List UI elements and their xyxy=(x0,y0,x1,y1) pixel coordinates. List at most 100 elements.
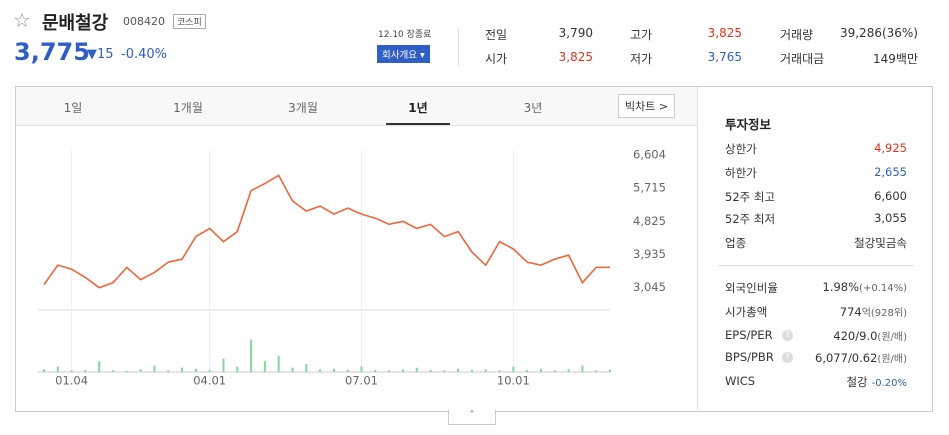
info-title: 투자정보 xyxy=(725,117,772,132)
info-label: 상한가 xyxy=(725,142,757,156)
tab[interactable]: 3개월 xyxy=(288,101,318,115)
volume-bar xyxy=(429,369,432,372)
info-suffix: (+0.14%) xyxy=(859,283,907,294)
tab[interactable]: 3년 xyxy=(523,101,543,115)
info-label: 52주 최고 xyxy=(725,190,776,204)
info-suffix: (원/배) xyxy=(877,354,907,365)
volume-bar xyxy=(360,366,363,372)
stat-label: 저가 xyxy=(630,52,653,66)
volume-bar xyxy=(443,370,446,372)
y-tick-label: 6,604 xyxy=(633,148,666,162)
info-value: 4,925 xyxy=(874,141,907,155)
volume-bar xyxy=(139,369,142,372)
info-label: 외국인비율 xyxy=(725,281,778,295)
volume-bar xyxy=(498,370,501,372)
volume-bar xyxy=(153,365,156,372)
volume-bar xyxy=(553,370,556,372)
info-value-group: 3,055 xyxy=(757,211,907,225)
tab[interactable]: 1개월 xyxy=(173,101,203,115)
info-value: 2,655 xyxy=(874,165,907,179)
volume-bar xyxy=(194,368,197,372)
big-chart-button[interactable]: 빅차트 > xyxy=(618,94,676,118)
change: ▼15 xyxy=(87,47,114,62)
info-value-group: 1.98%(+0.14%) xyxy=(757,280,908,294)
divider xyxy=(458,28,459,66)
info-value-group: 6,077/0.62(원/배) xyxy=(757,350,907,365)
volume-bar xyxy=(609,369,611,372)
stat-label: 고가 xyxy=(630,28,653,42)
volume-bar xyxy=(84,369,87,372)
x-tick-label: 04.01 xyxy=(193,374,226,388)
info-suffix: (원/배) xyxy=(877,332,907,343)
volume-bar xyxy=(222,358,225,372)
info-label: WICS xyxy=(725,374,756,388)
market-badge: 코스피 xyxy=(173,14,206,29)
stock-code: 008420 xyxy=(123,15,165,28)
volume-bar xyxy=(208,369,211,372)
volume-bar xyxy=(484,369,487,372)
volume-bar xyxy=(595,370,598,372)
x-tick-label: 10.01 xyxy=(497,374,530,388)
info-label: 하한가 xyxy=(725,166,757,180)
volume-bar xyxy=(332,368,335,372)
info-value: 6,600 xyxy=(874,189,907,203)
stat-label: 거래대금 xyxy=(780,52,825,66)
info-value: 1.98% xyxy=(822,280,860,294)
info-suffix: -0.20% xyxy=(871,378,907,389)
volume-bar xyxy=(291,367,294,372)
info-label: BPS/PBR xyxy=(725,350,774,364)
info-suffix: 억(928위) xyxy=(861,308,907,319)
volume-bar xyxy=(263,361,266,372)
tab-bar xyxy=(16,87,697,126)
collapse-toggle[interactable]: ˄ xyxy=(448,410,496,425)
info-value-group: 420/9.0(원/배) xyxy=(757,328,907,343)
tab[interactable]: 1일 xyxy=(63,101,83,115)
info-label: 업종 xyxy=(725,236,747,250)
volume-bar xyxy=(112,370,115,372)
info-value: 3,055 xyxy=(874,211,907,225)
info-value-group: 774억(928위) xyxy=(757,304,907,319)
volume-bar xyxy=(526,369,529,372)
company-button[interactable]: 회사개요 ▾ xyxy=(377,45,430,63)
volume-bar xyxy=(181,367,184,372)
volume-bar xyxy=(346,369,349,372)
volume-bar xyxy=(470,369,473,372)
volume-bar xyxy=(567,369,570,372)
star-icon[interactable]: ☆ xyxy=(13,8,31,32)
stat-value: 149백만 xyxy=(873,52,918,66)
tab[interactable]: 1년 xyxy=(408,101,428,115)
y-tick-label: 5,715 xyxy=(633,181,666,195)
info-value-group: 2,655 xyxy=(757,165,907,179)
volume-bar xyxy=(70,370,73,372)
volume-bar xyxy=(250,339,253,372)
x-tick-label: 07.01 xyxy=(345,374,378,388)
help-icon: ? xyxy=(782,330,793,341)
volume-bar xyxy=(401,369,404,372)
help-icon: ? xyxy=(782,352,793,363)
info-value: 774 xyxy=(839,305,862,319)
info-label: 시가총액 xyxy=(725,305,768,319)
price: 3,775 xyxy=(14,38,90,66)
x-tick-label: 01.04 xyxy=(55,374,88,388)
volume-bar xyxy=(305,363,308,372)
info-value: 6,077/0.62 xyxy=(815,351,878,365)
info-value: 철강 xyxy=(846,375,868,389)
volume-bar xyxy=(236,366,239,372)
stat-label: 전일 xyxy=(485,28,508,42)
y-tick-label: 4,825 xyxy=(633,214,666,228)
volume-bar xyxy=(415,367,418,372)
info-label: EPS/PER xyxy=(725,328,773,342)
tab-underline xyxy=(386,123,450,125)
price-line xyxy=(43,174,610,289)
volume-bar xyxy=(374,369,377,372)
stat-value: 3,765 xyxy=(707,50,742,64)
stat-value: 39,286(36%) xyxy=(839,26,918,40)
volume-bar xyxy=(457,368,460,372)
stock-name: 문배철강 xyxy=(42,13,109,34)
volume-bar xyxy=(539,368,542,372)
info-label: 52주 최저 xyxy=(725,212,776,226)
volume-bar xyxy=(43,369,45,372)
info-value-group: 6,600 xyxy=(757,189,907,203)
